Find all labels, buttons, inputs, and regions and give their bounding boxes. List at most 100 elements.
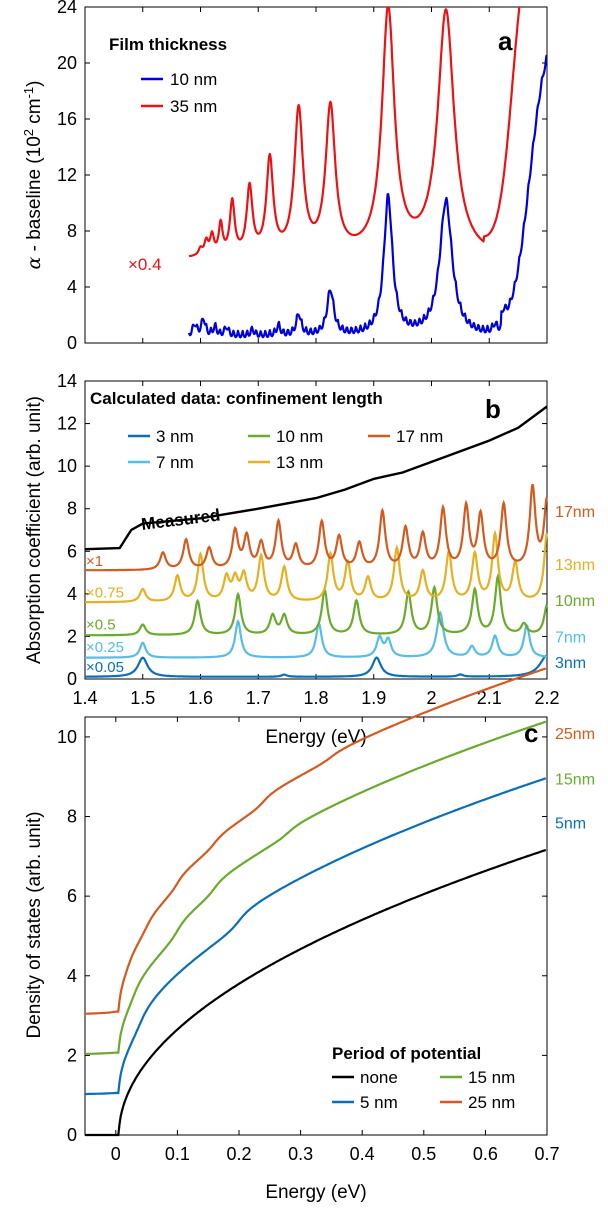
panel-b-ytick-label: 4 bbox=[67, 584, 77, 604]
panel-b-legend-title: Calculated data: confinement length bbox=[90, 389, 383, 408]
panel-a-frame bbox=[84, 6, 548, 344]
panel-c-ylabel: Density of states (arb. unit) bbox=[24, 811, 45, 1038]
panel-c-xtick-label: 0.6 bbox=[473, 1144, 498, 1164]
panel-b-xtick-label: 2 bbox=[426, 688, 436, 708]
panel-c-xtick-label: 0.7 bbox=[534, 1144, 559, 1164]
panel-a-letter: a bbox=[498, 26, 513, 56]
panel-c-xtick-label: 0.2 bbox=[226, 1144, 251, 1164]
panel-b-letter: b bbox=[485, 394, 501, 424]
panel-a-ytick-label: 0 bbox=[67, 333, 77, 353]
panel-a-ytick-label: 24 bbox=[57, 0, 77, 17]
panel-b-ylabel: Absorption coefficient (arb. unit) bbox=[24, 396, 45, 664]
panel-a-ylabel-part3: ) bbox=[24, 81, 45, 87]
panel-c-xtick-label: 0.1 bbox=[165, 1144, 190, 1164]
right-label-17nm: 17nm bbox=[555, 504, 595, 521]
panel-b-series-labels: ×0.05 3nm ×0.25 7nm ×0.5 10nm ×0.75 13nm ×1 17nm bbox=[86, 504, 595, 676]
right-label-10nm: 10nm bbox=[555, 593, 595, 610]
legend-label-25nm: 25 nm bbox=[468, 1093, 515, 1112]
panel-b-lines bbox=[84, 405, 549, 678]
panel-c-ytick-label: 6 bbox=[67, 886, 77, 906]
series-line-7nm bbox=[85, 610, 548, 659]
right-label-25nm: 25nm bbox=[555, 726, 595, 743]
series-line-25nm bbox=[85, 667, 547, 1015]
panel-a-lines bbox=[187, 7, 547, 339]
panel-b-ytick-label: 0 bbox=[67, 669, 77, 689]
panel-c-legend: none 5 nm 15 nm 25 nm bbox=[332, 1068, 515, 1112]
panel-c-ytick-label: 0 bbox=[67, 1125, 77, 1145]
panel-c-ytick-label: 2 bbox=[67, 1045, 77, 1065]
panel-a-legend-label-10nm: 10 nm bbox=[170, 70, 217, 89]
panel-c-letter: c bbox=[524, 718, 538, 748]
panel-c-lines bbox=[85, 667, 547, 1137]
panel-b-xtick-label: 1.5 bbox=[130, 688, 155, 708]
panel-c-xtick-label: 0.3 bbox=[288, 1144, 313, 1164]
panel-a-ylabel-sup2: -1 bbox=[21, 87, 36, 99]
legend-label-10nm: 10 nm bbox=[276, 427, 323, 446]
panel-c: 0 0.1 0.2 0.3 0.4 0.5 0.6 0.7 0 2 4 6 8 10 Density of… bbox=[24, 667, 595, 1203]
right-label-7nm: 7nm bbox=[555, 629, 586, 646]
panel-b-xtick-label: 2.2 bbox=[534, 688, 559, 708]
scale-label-3nm: ×0.05 bbox=[86, 659, 124, 676]
panel-c-ytick-label: 10 bbox=[57, 727, 77, 747]
series-line-35nm bbox=[188, 7, 521, 258]
series-line-3nm bbox=[85, 654, 548, 678]
panel-a-ytick-label: 20 bbox=[57, 53, 77, 73]
panel-b-ytick-label: 14 bbox=[57, 371, 77, 391]
panel-c-xlabel: Energy (eV) bbox=[265, 1182, 366, 1203]
right-label-15nm: 15nm bbox=[555, 772, 595, 789]
panel-a-ylabel-part2: cm bbox=[24, 98, 45, 129]
panel-a-ytick-label: 12 bbox=[57, 165, 77, 185]
legend-label-17nm: 17 nm bbox=[396, 427, 443, 446]
panel-c-ticks: 0 0.1 0.2 0.3 0.4 0.5 0.6 0.7 0 2 4 6 8 10 bbox=[57, 717, 560, 1164]
panel-a: 0 4 8 12 16 20 24 α - baseline (102 cm-1) Film… bbox=[21, 0, 548, 353]
panel-c-ytick-label: 4 bbox=[67, 966, 77, 986]
panel-a-legend-title: Film thickness bbox=[109, 35, 227, 54]
panel-b-xtick-label: 1.4 bbox=[72, 688, 97, 708]
panel-b-xtick-label: 1.6 bbox=[188, 688, 213, 708]
panel-b-ytick-label: 2 bbox=[67, 626, 77, 646]
panel-c-series-labels: 5nm 15nm 25nm bbox=[555, 726, 595, 833]
scale-label-17nm: ×1 bbox=[86, 553, 103, 570]
panel-c-legend-title: Period of potential bbox=[332, 1044, 481, 1063]
legend-label-15nm: 15 nm bbox=[468, 1068, 515, 1087]
series-line-measured bbox=[84, 405, 548, 551]
legend-label-none: none bbox=[360, 1068, 398, 1087]
panel-c-xtick-label: 0.4 bbox=[350, 1144, 375, 1164]
series-line-15nm bbox=[85, 720, 547, 1055]
panel-b: 1.4 1.5 1.6 1.7 1.8 1.9 2 2.1 2.2 0 2 4 6 8 10 12 14 Abs… bbox=[24, 371, 595, 748]
panel-a-scale-annotation: ×0.4 bbox=[128, 255, 162, 274]
panel-b-ytick-label: 8 bbox=[67, 499, 77, 519]
panel-a-ylabel-alpha: α bbox=[23, 256, 45, 269]
scale-label-13nm: ×0.75 bbox=[86, 585, 124, 602]
right-label-3nm: 3nm bbox=[555, 655, 586, 672]
panel-b-legend: 3 nm 7 nm 10 nm 13 nm 17 nm bbox=[128, 427, 443, 472]
panel-b-xtick-label: 1.8 bbox=[303, 688, 328, 708]
panel-b-ytick-label: 10 bbox=[57, 456, 77, 476]
panel-b-xtick-label: 1.7 bbox=[246, 688, 271, 708]
series-line-none bbox=[85, 848, 547, 1137]
panel-b-xtick-label: 2.1 bbox=[477, 688, 502, 708]
panel-a-ylabel: α - baseline (102 cm-1) bbox=[21, 81, 46, 270]
panel-a-ticks: 0 4 8 12 16 20 24 bbox=[57, 0, 548, 353]
panel-b-ytick-label: 6 bbox=[67, 541, 77, 561]
series-line-10nm bbox=[187, 54, 547, 339]
legend-label-5nm: 5 nm bbox=[360, 1093, 398, 1112]
panel-c-ytick-label: 8 bbox=[67, 807, 77, 827]
panel-c-frame bbox=[84, 716, 548, 1136]
panel-b-ticks: 1.4 1.5 1.6 1.7 1.8 1.9 2 2.1 2.2 0 2 4 6 8 10 12 14 bbox=[57, 371, 560, 708]
scale-label-10nm: ×0.5 bbox=[86, 617, 116, 634]
legend-label-13nm: 13 nm bbox=[276, 453, 323, 472]
panel-a-ytick-label: 8 bbox=[67, 221, 77, 241]
panel-c-xtick-label: 0.5 bbox=[411, 1144, 436, 1164]
panel-a-ytick-label: 16 bbox=[57, 109, 77, 129]
panel-b-ytick-label: 12 bbox=[57, 414, 77, 434]
panel-b-xlabel: Energy (eV) bbox=[265, 727, 366, 748]
panel-a-legend-label-35nm: 35 nm bbox=[170, 97, 217, 116]
series-line-13nm bbox=[85, 529, 549, 604]
panel-a-ylabel-sup1: 2 bbox=[21, 129, 36, 136]
panel-a-ylabel-part1: - baseline (10 bbox=[24, 136, 45, 256]
series-line-5nm bbox=[85, 777, 547, 1096]
legend-label-3nm: 3 nm bbox=[156, 427, 194, 446]
right-label-13nm: 13nm bbox=[555, 557, 595, 574]
